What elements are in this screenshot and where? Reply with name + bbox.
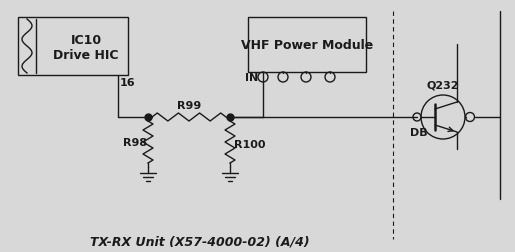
Text: VHF Power Module: VHF Power Module: [241, 39, 373, 52]
Text: Drive HIC: Drive HIC: [54, 49, 119, 62]
Text: R98: R98: [123, 137, 147, 147]
Text: IN: IN: [245, 73, 258, 83]
Text: IC10: IC10: [71, 34, 102, 46]
Text: R100: R100: [234, 139, 266, 149]
Text: TX-RX Unit (X57-4000-02) (A/4): TX-RX Unit (X57-4000-02) (A/4): [90, 235, 310, 247]
Bar: [18, 18, 128, 76]
Text: Q232: Q232: [427, 80, 459, 90]
Text: 16: 16: [120, 78, 135, 88]
Text: DB: DB: [410, 128, 428, 137]
Text: R99: R99: [177, 101, 201, 111]
Bar: [248, 18, 366, 73]
